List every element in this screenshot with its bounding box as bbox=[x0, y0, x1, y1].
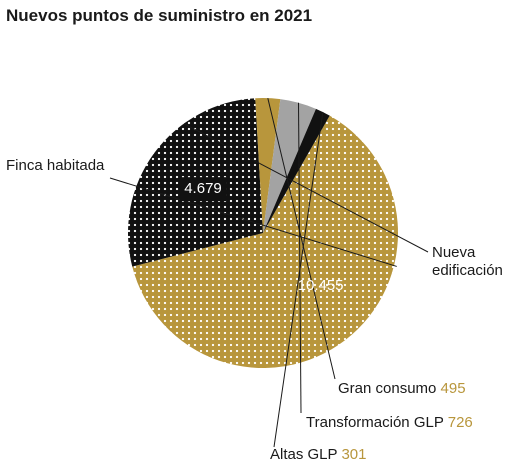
value-label-finca-habitada: 10.455 bbox=[298, 277, 344, 294]
slice-gran-consumo bbox=[255, 97, 281, 233]
label-nueva-edificacion: Nueva edificación bbox=[432, 244, 503, 279]
leader-lines bbox=[109, 97, 429, 448]
label-gran-consumo: Gran consumo 495 bbox=[338, 380, 466, 397]
label-altas-glp: Altas GLP 301 bbox=[270, 446, 366, 463]
leader-gran-consumo bbox=[267, 97, 336, 380]
leader-nueva-edificacion bbox=[183, 123, 429, 253]
label-transformacion-glp: Transformación GLP 726 bbox=[306, 414, 473, 431]
label-finca-habitada: Finca habitada bbox=[6, 157, 105, 174]
value-box-nueva-edificacion bbox=[180, 177, 226, 202]
leader-finca-habitada bbox=[109, 177, 397, 267]
leader-transformacion-glp bbox=[298, 102, 302, 414]
leader-altas-glp bbox=[273, 111, 324, 448]
slice-labels: 10.455 4.679 Finca habitada Nueva edificació… bbox=[6, 157, 503, 463]
value-label-transformacion-glp: 726 bbox=[448, 414, 473, 431]
chart-title: Nuevos puntos de suministro en 2021 bbox=[6, 6, 312, 25]
value-label-gran-consumo: 495 bbox=[441, 380, 466, 397]
value-label-altas-glp: 301 bbox=[341, 446, 366, 463]
pie-slices bbox=[128, 97, 399, 369]
value-label-nueva-edificacion: 4.679 bbox=[184, 180, 222, 197]
slice-altas-glp bbox=[263, 108, 330, 233]
slice-finca-habitada bbox=[132, 115, 399, 369]
